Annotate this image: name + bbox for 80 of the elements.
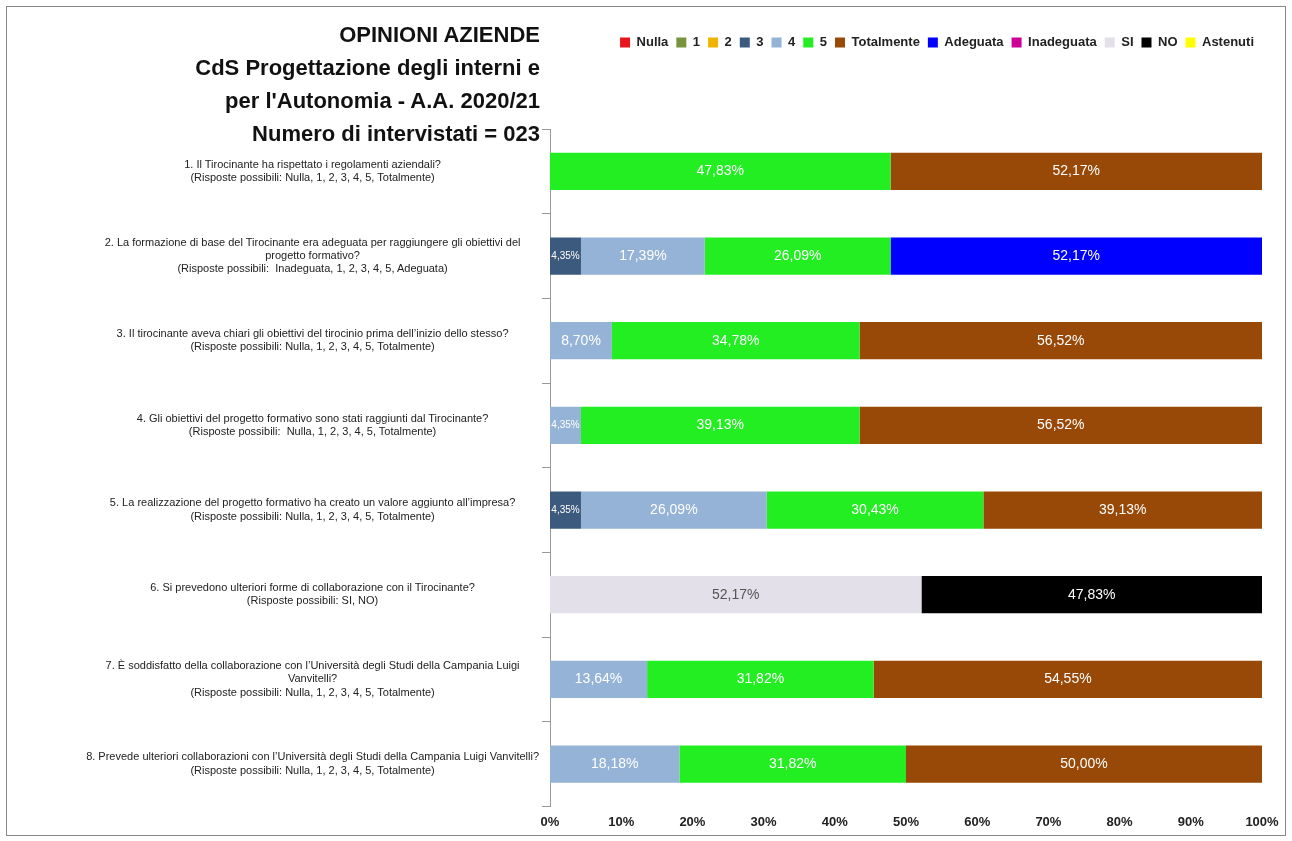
bar: [550, 237, 581, 275]
data-label: 47,83%: [696, 162, 745, 179]
y-tick-label: 7. È soddisfatto della collaborazione con l’Università degli Studi della Campania Luigi Vanvitelli? (Risposte possibili: Nulla, 1, 2, 3, 4, 5, Totalmente): [105, 659, 520, 698]
bar: [704, 237, 891, 275]
legend-label: 1: [692, 34, 701, 50]
y-tick-label: 4. Gli obiettivi del progetto formativo sono stati raggiunti dal Tirocinante? (Risposte possibili: Nulla, 1, 2, 3, 4, 5, Totalmente): [136, 411, 489, 437]
bar: [550, 660, 648, 699]
y-tick-label: 2. La formazione di base del Tirocinante era adeguata per raggiungere gli obiettivi del progetto formativo? (Risposte possibili: Inadeguata, 1, 2, 3, 4, 5, Adeguata): [104, 235, 521, 275]
data-label: 54,55%: [1044, 670, 1092, 687]
legend-label: 5: [819, 34, 827, 50]
bar: [859, 322, 1262, 360]
data-label: 50,00%: [1060, 754, 1108, 771]
data-label: 39,13%: [1098, 500, 1147, 517]
data-label: 30,43%: [851, 500, 899, 517]
data-label: 13,64%: [574, 670, 623, 687]
data-label: 31,82%: [736, 670, 785, 687]
x-tick-label: 20%: [679, 813, 706, 829]
bar: [647, 660, 874, 699]
x-tick-label: 90%: [1177, 813, 1205, 829]
x-tick-label: 60%: [964, 813, 991, 829]
data-label: 4,35%: [551, 503, 580, 515]
legend-label: Nulla: [636, 34, 670, 50]
bar: [890, 152, 1262, 190]
legend-label: Astenuti: [1202, 34, 1254, 50]
data-label: 8,70%: [561, 331, 601, 348]
bar: [550, 152, 891, 190]
data-label: 52,17%: [711, 585, 760, 602]
y-tick-label: 5. La realizzazione del progetto formativo ha creato un valore aggiunto all’impresa? (Risposte possibili: Nulla, 1, 2, 3, 4, 5, Totalmente): [109, 496, 516, 522]
data-label: 34,78%: [712, 331, 760, 348]
x-tick-label: 100%: [1245, 813, 1280, 829]
bar: [580, 237, 705, 275]
data-label: 26,09%: [773, 246, 822, 263]
bar: [859, 406, 1262, 444]
bar: [983, 491, 1262, 529]
legend-label: NO: [1158, 34, 1178, 50]
bar: [611, 322, 860, 360]
data-label: 39,13%: [696, 416, 745, 433]
bar: [873, 660, 1262, 699]
bar: [580, 491, 767, 529]
y-tick-label: 6. Si prevedono ulteriori forme di collaborazione con il Tirocinante? (Risposte possibili: SI, NO): [150, 581, 475, 607]
bar: [550, 745, 680, 783]
legend-label: 4: [788, 34, 797, 50]
data-label: 52,17%: [1052, 162, 1101, 179]
x-tick-label: 10%: [608, 813, 635, 829]
bar: [906, 745, 1262, 783]
data-label: 4,35%: [551, 419, 580, 431]
bar: [921, 576, 1262, 614]
legend-label: Adeguata: [944, 34, 1005, 50]
y-tick-label: 8. Prevede ulteriori collaborazioni con l’Università degli Studi della Campania Luigi Vanvitelli? (Risposte possibili: Nulla, 1, 2, 3, 4, 5, Totalmente): [86, 750, 539, 776]
x-tick-label: 40%: [821, 813, 849, 829]
bar: [890, 237, 1262, 275]
x-tick-label: 70%: [1035, 813, 1062, 829]
data-label: 4,35%: [551, 249, 580, 261]
data-label: 56,52%: [1037, 416, 1085, 433]
data-label: 31,82%: [768, 754, 817, 771]
y-tick-label: 1. Il Tirocinante ha rispettato i regolamenti aziendali? (Risposte possibili: Nulla, 1, 2, 3, 4, 5, Totalmente): [184, 157, 441, 183]
legend-label: Totalmente: [851, 34, 920, 50]
data-label: 18,18%: [590, 754, 639, 771]
bar: [550, 491, 581, 529]
bar: [550, 576, 922, 614]
legend-label: 2: [724, 34, 732, 50]
x-tick-label: 50%: [892, 813, 920, 829]
legend-label: 3: [756, 34, 764, 50]
x-tick-label: 80%: [1106, 813, 1134, 829]
legend-label: SI: [1121, 34, 1134, 50]
data-label: 47,83%: [1067, 585, 1116, 602]
bar: [766, 491, 984, 529]
x-tick-label: 30%: [750, 813, 778, 829]
y-tick-label: 3. Il tirocinante aveva chiari gli obiettivi del tirocinio prima dell’inizio dello stesso? (Risposte possibili: Nulla, 1, 2, 3, 4, 5, Totalmente): [116, 327, 509, 353]
x-tick-label: 0%: [540, 813, 560, 829]
chart-title: OPINIONI AZIENDE: [338, 21, 540, 49]
bar: [580, 406, 860, 444]
bar: [679, 745, 906, 783]
data-label: 52,17%: [1052, 246, 1101, 263]
text: CdS Progettazione degli interni e per l'Autonomia - A.A. 2020/21 Numero di intervistati = 023: [194, 54, 540, 148]
data-label: 56,52%: [1037, 331, 1085, 348]
legend-label: Inadeguata: [1028, 34, 1098, 50]
bar: [550, 322, 612, 360]
data-label: 17,39%: [619, 246, 667, 263]
data-label: 26,09%: [650, 500, 698, 517]
